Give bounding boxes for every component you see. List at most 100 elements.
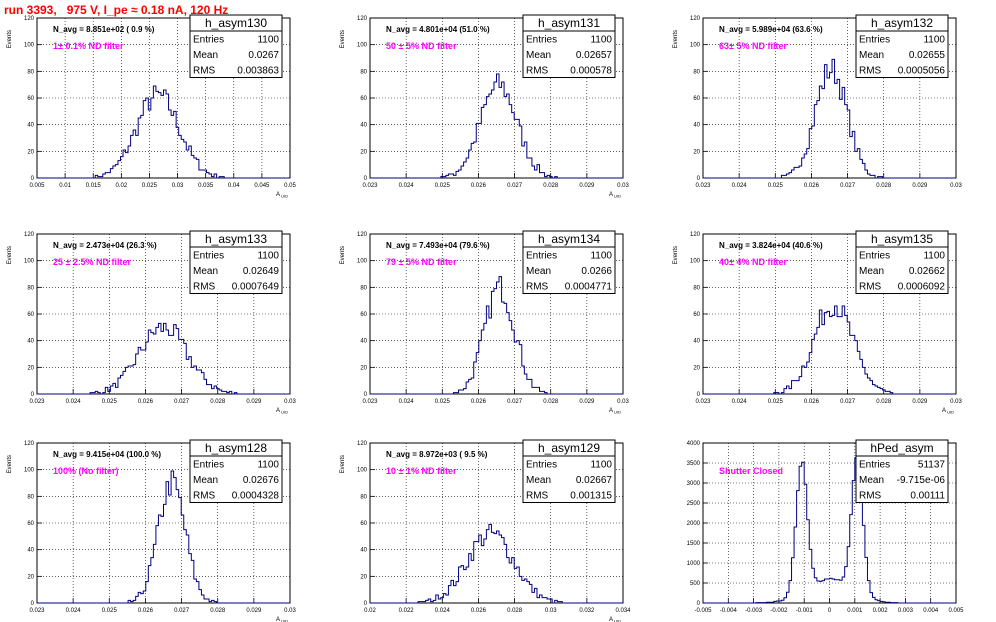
stats-box: h_asym134 Entries 1100 Mean 0.0266 RMS 0.00047… <box>522 230 616 294</box>
y-tick-label: 1000 <box>687 561 701 567</box>
stats-value: 1100 <box>257 35 279 46</box>
stats-box: h_asym132 Entries 1100 Mean 0.02655 RMS 0.0005… <box>855 14 949 78</box>
x-tick-label: 0.028 <box>543 399 559 405</box>
stats-value: 0.003863 <box>237 66 279 77</box>
stats-value: 51137 <box>918 460 946 471</box>
y-tick-label: 60 <box>693 312 700 318</box>
y-axis-title: Events <box>340 30 346 48</box>
x-tick-label: 0.024 <box>732 399 748 405</box>
stats-label: RMS <box>859 282 882 293</box>
x-tick-label: 0.03 <box>617 399 629 405</box>
y-tick-label: 0 <box>31 392 35 398</box>
x-tick-label: 0.032 <box>579 608 595 614</box>
y-tick-label: 40 <box>360 339 367 345</box>
x-tick-label: 0.03 <box>950 399 962 405</box>
y-tick-label: 0 <box>31 176 35 182</box>
stats-label: Entries <box>526 251 557 262</box>
x-tick-label: 0.023 <box>29 399 45 405</box>
histogram-panel-h_asym132: 0.023 0.024 0.025 0.026 0.027 0.028 0.029 0.03 0… <box>673 14 962 189</box>
stats-value: 1100 <box>923 35 945 46</box>
y-tick-label: 40 <box>27 123 34 129</box>
stats-value: 0.0267 <box>248 50 279 61</box>
filter-annotation: 1± 0.1% ND filter <box>53 41 124 51</box>
x-tick-label: 0.023 <box>362 183 378 189</box>
x-tick-label: 0.04 <box>228 183 240 189</box>
y-tick-label: 20 <box>360 574 367 580</box>
navg-annotation: N_avg = 5.989e+04 (63.6 %) <box>719 25 823 34</box>
stats-label: Entries <box>859 35 890 46</box>
stats-label: Entries <box>859 251 890 262</box>
x-tick-label: 0.025 <box>768 399 784 405</box>
x-tick-label: 0.026 <box>804 399 820 405</box>
stats-label: RMS <box>526 491 549 502</box>
histogram-panel-h_asym133: 0.023 0.024 0.025 0.026 0.027 0.028 0.029 0.03 0… <box>7 230 296 415</box>
y-tick-label: 0 <box>697 601 701 607</box>
stats-value: 1100 <box>590 251 612 262</box>
x-tick-label: -0.001 <box>796 608 814 614</box>
stats-value: 0.02676 <box>243 475 280 486</box>
y-tick-label: 60 <box>27 312 34 318</box>
filter-annotation: 50 ± 5% ND filter <box>386 41 457 51</box>
histogram-name: h_asym128 <box>205 441 267 455</box>
x-tick-label: 0.027 <box>840 399 856 405</box>
y-tick-label: 80 <box>693 69 700 75</box>
x-axis-title: A UID <box>609 192 621 199</box>
stats-box: h_asym135 Entries 1100 Mean 0.02662 RMS 0.0006… <box>855 230 949 294</box>
x-tick-label: 0.003 <box>898 608 914 614</box>
x-tick-label: 0.024 <box>66 399 82 405</box>
x-tick-label: 0.023 <box>695 399 711 405</box>
y-tick-label: 20 <box>27 149 34 155</box>
stats-label: Mean <box>526 475 551 486</box>
y-tick-label: 80 <box>27 494 34 500</box>
histogram-panel-h_asym134: 0.023 0.024 0.025 0.026 0.027 0.028 0.029 0.03 0… <box>340 230 629 415</box>
stats-box: h_asym133 Entries 1100 Mean 0.02649 RMS 0.0007… <box>189 230 283 294</box>
y-tick-label: 60 <box>360 521 367 527</box>
stats-label: Mean <box>193 266 218 277</box>
stats-label: RMS <box>193 66 216 77</box>
y-tick-label: 100 <box>24 468 35 474</box>
x-tick-label: 0.025 <box>102 608 118 614</box>
y-tick-label: 80 <box>360 69 367 75</box>
histogram-name: h_asym133 <box>205 232 267 246</box>
x-tick-label: 0.045 <box>254 183 270 189</box>
x-tick-label: 0.025 <box>435 183 451 189</box>
stats-label: Mean <box>859 475 884 486</box>
y-tick-label: 120 <box>24 16 35 22</box>
stats-label: RMS <box>526 282 549 293</box>
y-tick-label: 40 <box>693 339 700 345</box>
y-tick-label: 100 <box>690 259 701 265</box>
stats-label: Mean <box>859 50 884 61</box>
y-axis-title: Events <box>673 246 679 264</box>
stats-box-frame <box>522 230 616 294</box>
y-tick-label: 20 <box>27 574 34 580</box>
x-tick-label: 0.025 <box>768 183 784 189</box>
stats-label: Entries <box>193 460 224 471</box>
stats-value: -9.715e-06 <box>897 475 946 486</box>
y-tick-label: 2500 <box>687 501 701 507</box>
filter-annotation: 40± 4% ND filter <box>719 257 787 267</box>
histogram-line <box>370 276 623 395</box>
x-tick-label: -0.004 <box>720 608 738 614</box>
histogram-name: h_asym134 <box>538 232 600 246</box>
x-tick-label: 0.026 <box>471 608 487 614</box>
x-tick-label: 0.029 <box>246 399 262 405</box>
y-tick-label: 0 <box>31 601 35 607</box>
x-tick-label: 0.026 <box>138 608 154 614</box>
stats-value: 0.02662 <box>909 266 946 277</box>
x-tick-label: -0.003 <box>745 608 763 614</box>
y-tick-label: 120 <box>357 441 368 447</box>
stats-box-frame <box>855 14 949 78</box>
stats-label: Entries <box>193 251 224 262</box>
stats-label: Mean <box>193 50 218 61</box>
stats-value: 0.0005056 <box>898 66 946 77</box>
filter-annotation: 79 ± 5% ND filter <box>386 257 457 267</box>
histogram-panel-h_asym131: 0.023 0.024 0.025 0.026 0.027 0.028 0.029 0.03 0… <box>340 14 629 199</box>
y-tick-label: 20 <box>360 149 367 155</box>
x-tick-label: 0.035 <box>198 183 214 189</box>
navg-annotation: N_avg = 4.801e+04 (51.0 %) <box>386 25 490 34</box>
x-tick-label: 0.027 <box>840 183 856 189</box>
stats-label: RMS <box>526 66 549 77</box>
y-tick-label: 40 <box>360 548 367 554</box>
stats-value: 1100 <box>923 251 945 262</box>
